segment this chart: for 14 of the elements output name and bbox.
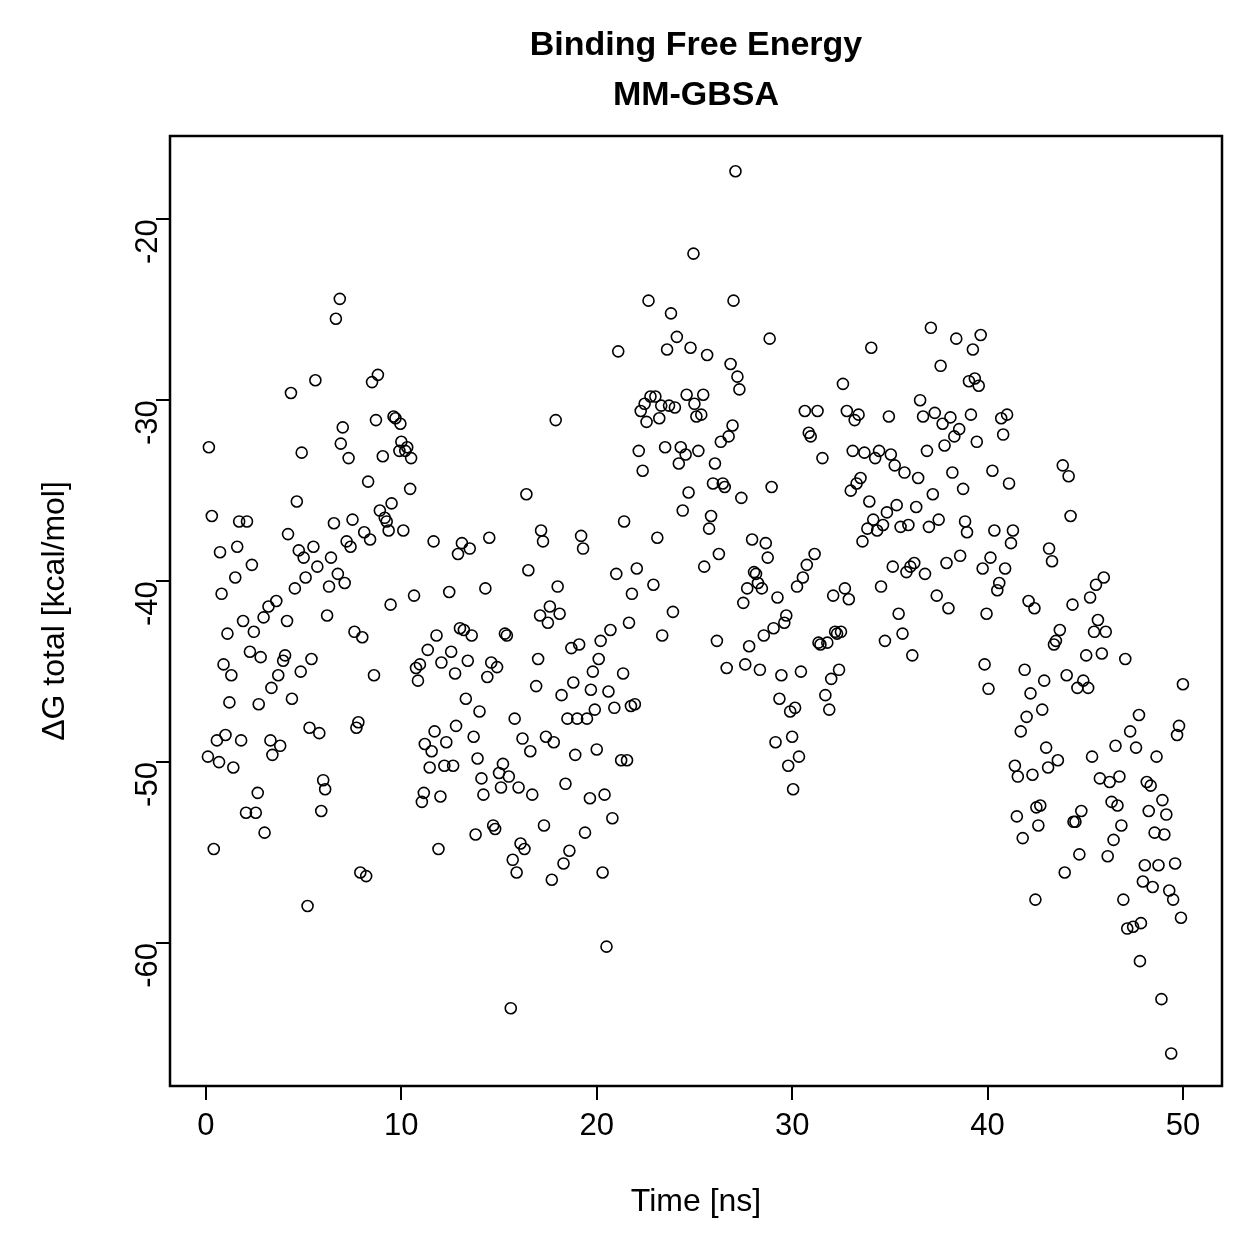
y-tick-label: -60 (128, 943, 164, 988)
x-tick-label: 50 (1165, 1107, 1201, 1143)
x-tick-label: 10 (384, 1107, 419, 1143)
y-axis-title: ΔG total [kcal/mol] (34, 481, 71, 741)
x-tick-label: 0 (197, 1107, 215, 1143)
x-tick-label: 20 (579, 1107, 614, 1143)
x-tick-label: 30 (774, 1107, 810, 1143)
y-tick-label: -20 (128, 219, 164, 265)
x-axis-title: Time [ns] (630, 1181, 762, 1218)
y-tick-label: -30 (128, 400, 164, 445)
x-tick-label: 40 (970, 1107, 1005, 1143)
y-tick-label: -40 (128, 581, 164, 626)
chart-title: Binding Free Energy MM-GBSA (529, 24, 863, 113)
y-tick-label: -50 (128, 762, 164, 807)
